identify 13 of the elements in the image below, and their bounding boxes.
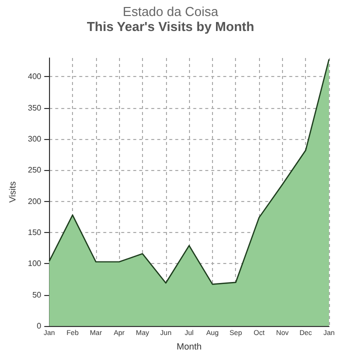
chart-subtitle: This Year's Visits by Month <box>86 19 254 34</box>
x-axis-title: Month <box>176 342 202 352</box>
y-tick-label: 0 <box>36 322 42 330</box>
y-tick-label: 250 <box>28 166 42 175</box>
y-tick-label: 300 <box>28 134 42 144</box>
y-tick-label: 100 <box>28 259 42 268</box>
y-tick-label: 200 <box>28 196 42 206</box>
chart-title: Estado da Coisa <box>122 4 219 19</box>
y-tick-label: 400 <box>28 72 42 82</box>
y-axis-title: Visits <box>8 180 18 203</box>
y-tick-label: 350 <box>28 103 42 112</box>
y-tick-label: 50 <box>32 290 42 300</box>
y-tick-label: 150 <box>28 228 42 238</box>
